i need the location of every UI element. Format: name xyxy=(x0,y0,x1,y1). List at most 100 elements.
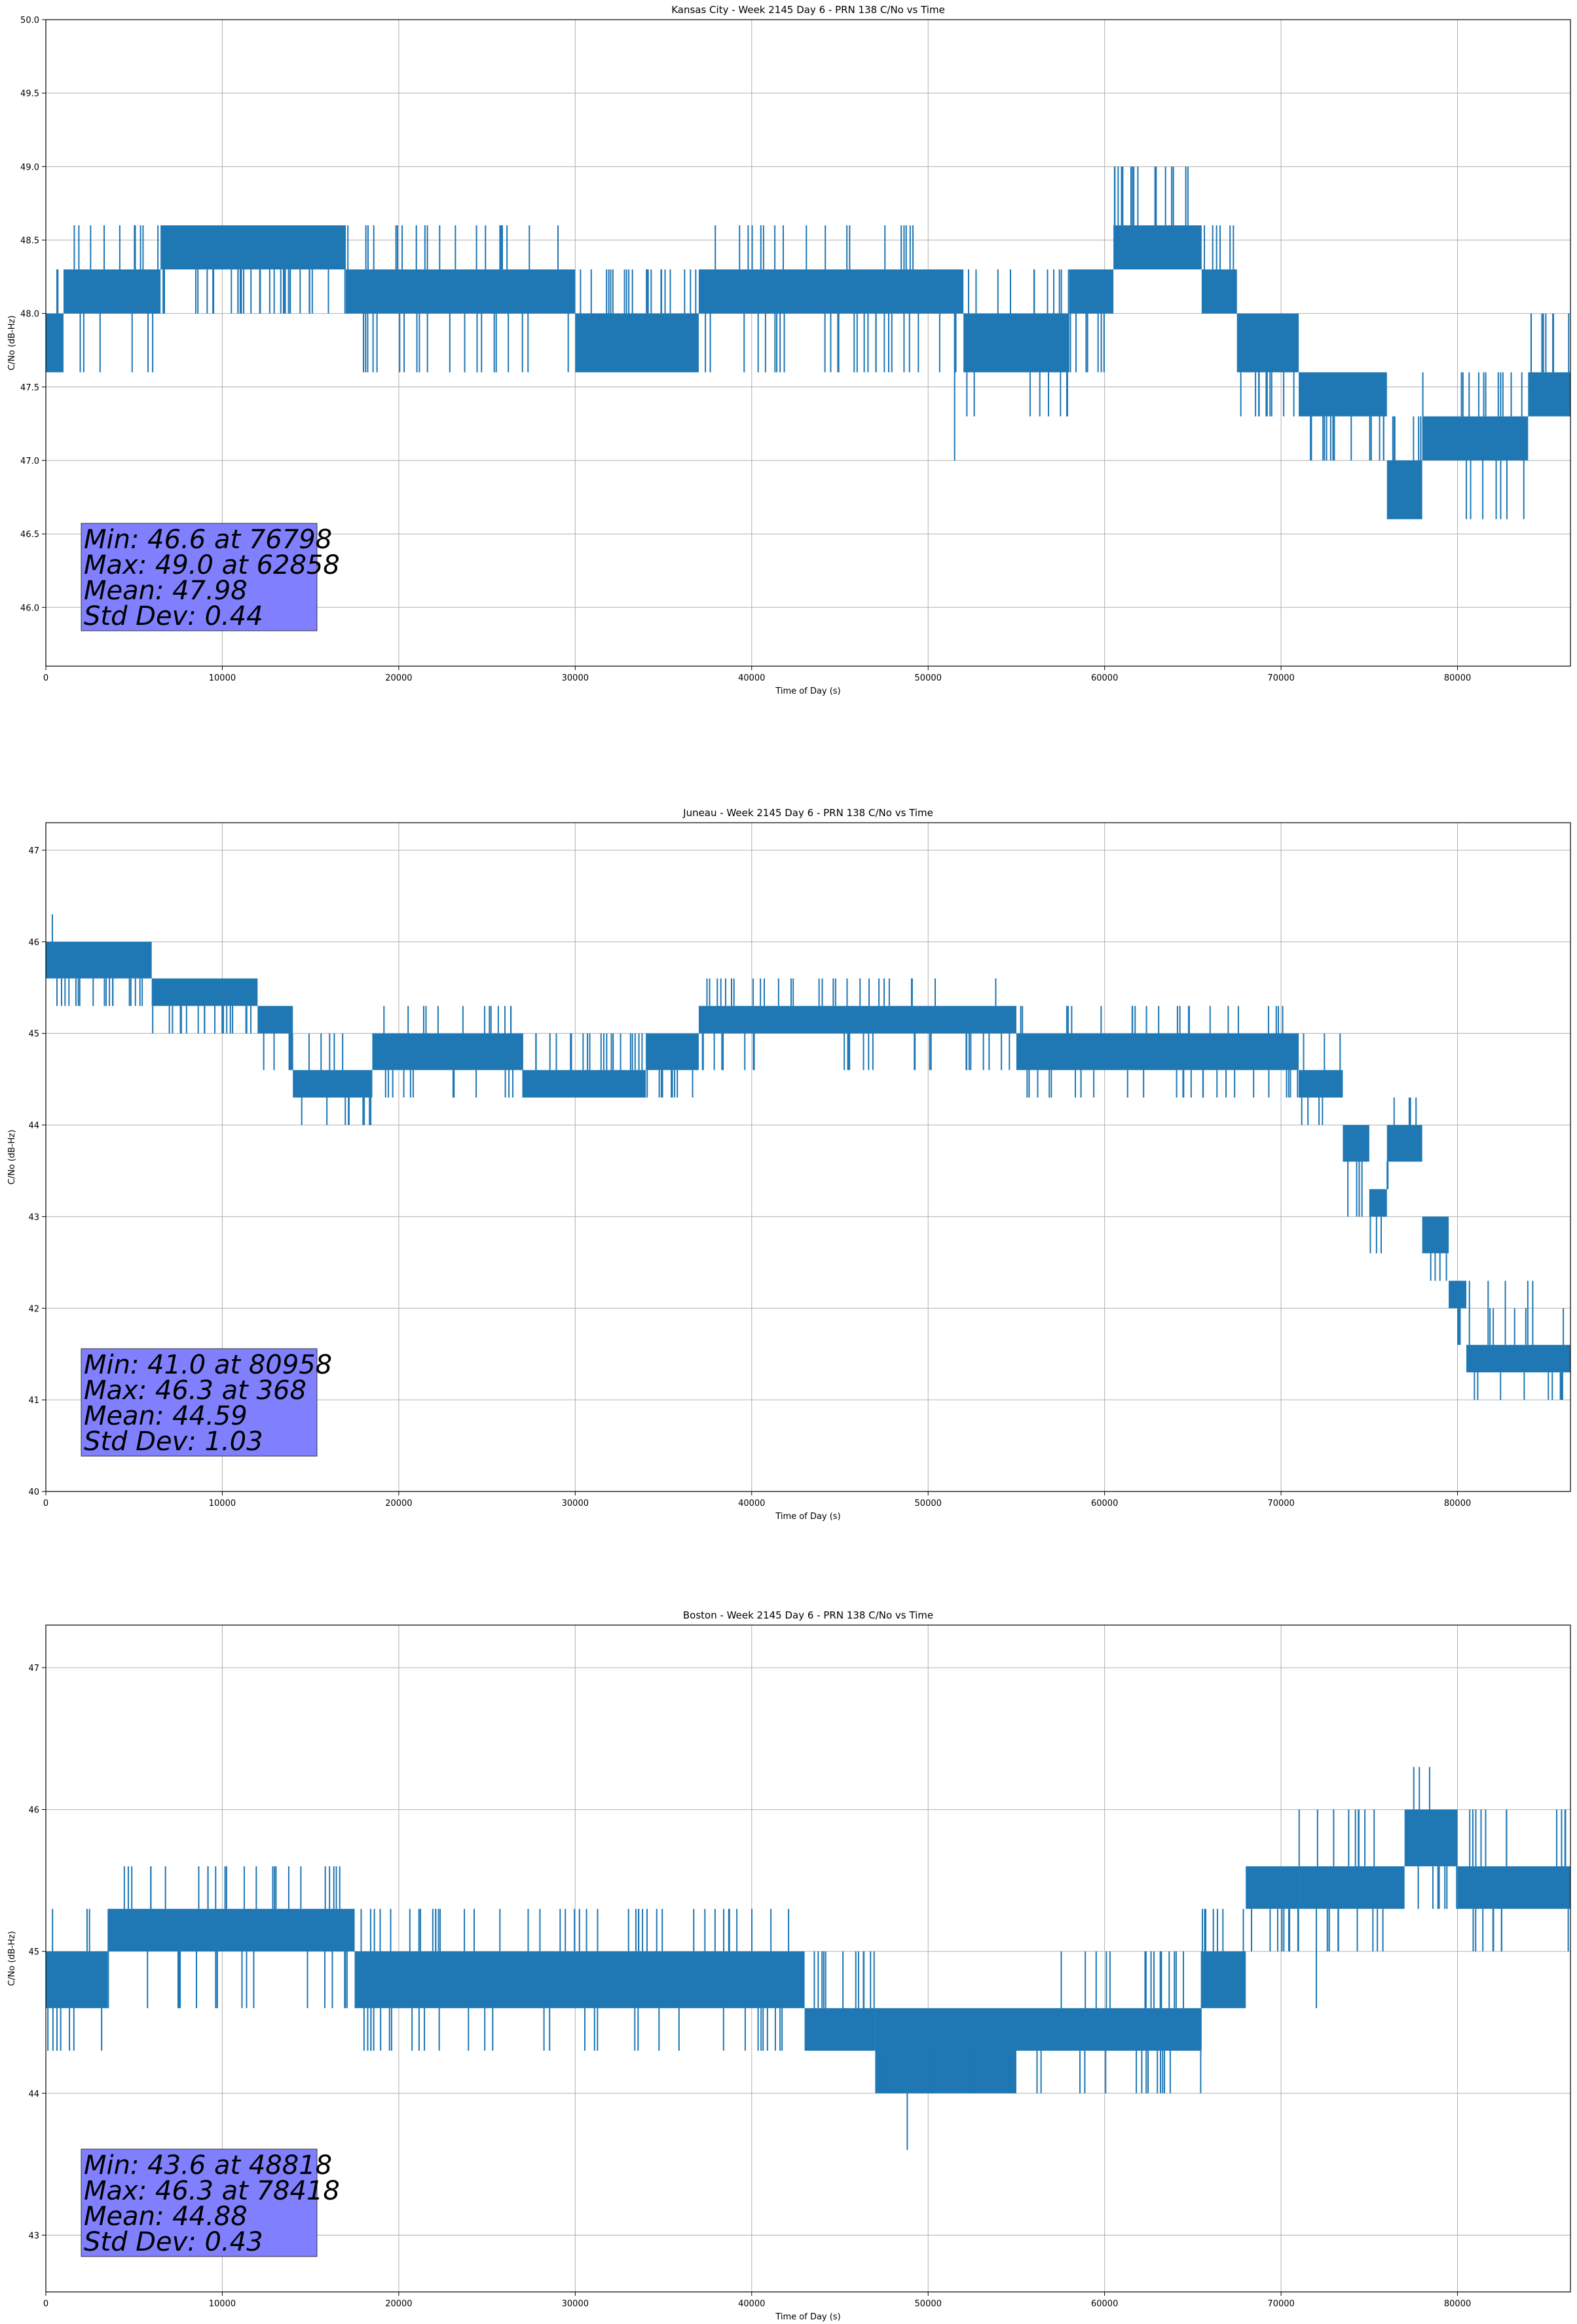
stats-line: Min: 43.6 at 48818 xyxy=(84,2150,332,2181)
data-band xyxy=(1201,1951,1246,2008)
data-band xyxy=(354,1951,805,2008)
y-axis-label: C/No (dB-Hz) xyxy=(7,316,17,371)
data-band xyxy=(1343,1125,1369,1162)
data-band xyxy=(151,978,258,1006)
y-axis-label: C/No (dB-Hz) xyxy=(7,1931,17,1986)
y-tick-label: 46.0 xyxy=(20,603,39,613)
data-band xyxy=(1236,313,1299,373)
x-tick-label: 40000 xyxy=(738,2299,765,2309)
chart-title: Boston - Week 2145 Day 6 - PRN 138 C/No … xyxy=(683,1609,933,1621)
data-band xyxy=(698,1005,1016,1034)
data-band xyxy=(522,1070,646,1098)
stats-line: Max: 49.0 at 62858 xyxy=(84,550,340,580)
data-band xyxy=(1299,1070,1343,1098)
data-band xyxy=(1369,1189,1387,1217)
y-tick-label: 47 xyxy=(28,1664,39,1674)
x-tick-label: 20000 xyxy=(385,1499,412,1509)
x-tick-label: 20000 xyxy=(385,673,412,683)
data-band xyxy=(1069,269,1114,314)
stats-line: Max: 46.3 at 78418 xyxy=(84,2176,340,2206)
y-tick-label: 47 xyxy=(28,846,39,856)
y-tick-label: 50.0 xyxy=(20,16,39,26)
data-band xyxy=(963,313,1069,373)
data-band xyxy=(46,1951,108,2008)
x-tick-label: 30000 xyxy=(562,1499,589,1509)
data-band xyxy=(107,1909,355,1952)
y-tick-label: 47.0 xyxy=(20,457,39,466)
stats-line: Std Dev: 0.44 xyxy=(84,601,263,631)
data-band xyxy=(1457,1866,1570,1909)
x-tick-label: 50000 xyxy=(915,1499,942,1509)
data-band xyxy=(1449,1281,1467,1309)
y-tick-label: 44 xyxy=(28,2090,39,2099)
data-band xyxy=(1201,269,1237,314)
y-tick-label: 45 xyxy=(28,1030,39,1040)
data-band xyxy=(1016,1033,1299,1070)
data-band xyxy=(293,1070,373,1098)
data-band xyxy=(1422,1216,1449,1254)
data-band xyxy=(804,2008,876,2051)
stats-line: Min: 41.0 at 80958 xyxy=(84,1350,332,1380)
chart-2: 0 10000 20000 30000 40000 50000 60000 70000 8000… xyxy=(7,807,1571,1522)
chart-title: Kansas City - Week 2145 Day 6 - PRN 138 … xyxy=(671,4,945,16)
series-line xyxy=(46,166,1570,519)
data-band xyxy=(1016,2008,1202,2051)
x-tick-label: 60000 xyxy=(1091,2299,1118,2309)
data-band xyxy=(257,1005,293,1034)
x-tick-label: 10000 xyxy=(209,2299,236,2309)
data-band xyxy=(1299,1866,1405,1909)
y-tick-label: 49.0 xyxy=(20,162,39,172)
x-tick-label: 0 xyxy=(43,1499,48,1509)
stats-line: Std Dev: 1.03 xyxy=(84,1427,263,1457)
data-band xyxy=(875,2008,1016,2093)
x-tick-label: 10000 xyxy=(209,1499,236,1509)
x-tick-label: 70000 xyxy=(1267,2299,1294,2309)
plot-frame xyxy=(45,19,1571,667)
chart-1: 0 10000 20000 30000 40000 50000 60000 70000 8000… xyxy=(7,4,1571,696)
data-band xyxy=(646,1033,699,1070)
data-band xyxy=(575,313,699,373)
x-tick-label: 40000 xyxy=(738,673,765,683)
data-band xyxy=(1528,372,1570,417)
y-tick-label: 49.5 xyxy=(20,89,39,99)
data-band xyxy=(1386,1125,1422,1162)
x-tick-label: 70000 xyxy=(1267,1499,1294,1509)
stats-line: Std Dev: 0.43 xyxy=(84,2227,263,2257)
x-tick-label: 70000 xyxy=(1267,673,1294,683)
plot-frame xyxy=(45,822,1571,1492)
x-tick-label: 20000 xyxy=(385,2299,412,2309)
x-tick-label: 0 xyxy=(43,2299,48,2309)
x-tick-label: 40000 xyxy=(738,1499,765,1509)
x-tick-label: 0 xyxy=(43,673,48,683)
x-tick-label: 10000 xyxy=(209,673,236,683)
data-band xyxy=(1466,1345,1570,1373)
stats-box xyxy=(81,1348,318,1457)
stats-line: Max: 46.3 at 368 xyxy=(84,1376,306,1406)
stats-line: Mean: 44.88 xyxy=(84,2202,248,2232)
y-tick-label: 46.5 xyxy=(20,530,39,540)
x-axis-label: Time of Day (s) xyxy=(775,1512,840,1522)
data-band xyxy=(1422,416,1529,460)
y-tick-label: 48.0 xyxy=(20,310,39,320)
chart-3: 0 10000 20000 30000 40000 50000 60000 70000 8000… xyxy=(7,1609,1571,2322)
y-tick-label: 42 xyxy=(28,1304,39,1314)
y-tick-label: 48.5 xyxy=(20,236,39,246)
y-tick-label: 44 xyxy=(28,1121,39,1131)
data-band xyxy=(346,269,576,314)
x-tick-label: 50000 xyxy=(915,673,942,683)
y-tick-label: 45 xyxy=(28,1947,39,1957)
stats-box xyxy=(81,2148,318,2257)
y-tick-label: 46 xyxy=(28,938,39,948)
x-axis-label: Time of Day (s) xyxy=(775,686,840,696)
stats-line: Mean: 47.98 xyxy=(84,576,248,606)
x-tick-label: 50000 xyxy=(915,2299,942,2309)
x-tick-label: 60000 xyxy=(1091,1499,1118,1509)
stats-line: Min: 46.6 at 76798 xyxy=(84,525,332,555)
data-band xyxy=(46,941,152,979)
series-line xyxy=(46,1767,1570,2150)
stats-line: Mean: 44.59 xyxy=(84,1401,248,1431)
data-band xyxy=(1404,1809,1458,1867)
data-band xyxy=(1299,372,1387,417)
y-axis-label: C/No (dB-Hz) xyxy=(7,1130,17,1185)
